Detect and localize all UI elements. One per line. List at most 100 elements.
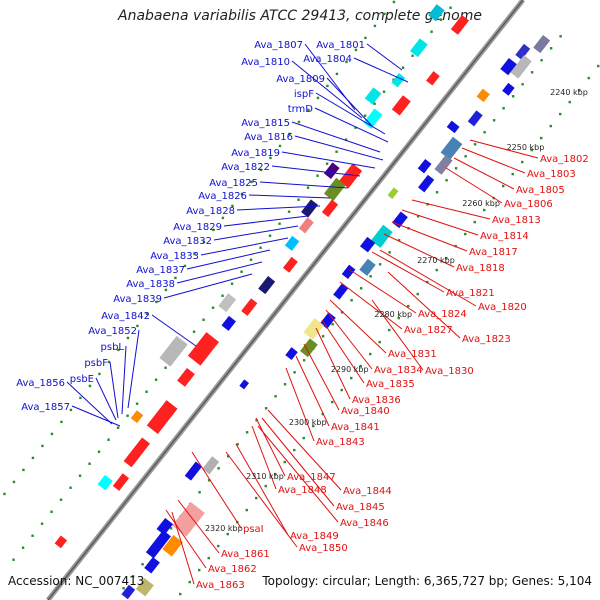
tick-dot <box>164 288 168 292</box>
gene-feature <box>320 312 336 329</box>
leader-line <box>213 225 299 241</box>
tick-dot <box>202 240 206 244</box>
leader-line <box>387 271 461 339</box>
tick-dot <box>325 162 329 165</box>
tick-dot <box>411 54 414 57</box>
gene-label-minus: Ava_1803 <box>527 169 576 180</box>
gene-label-plus: psbE <box>70 374 94 385</box>
leader-line <box>285 367 315 442</box>
gene-label-plus: ispF <box>294 89 314 100</box>
gene-label-minus: Ava_1827 <box>404 325 453 336</box>
leader-line <box>281 151 376 169</box>
tick-dot <box>473 220 476 224</box>
tick-dot <box>559 112 562 116</box>
tick-dot <box>217 467 220 470</box>
tick-dot <box>316 96 320 100</box>
gene-feature <box>467 110 483 127</box>
gene-label-minus: Ava_1863 <box>196 580 245 591</box>
gene-feature <box>446 120 460 134</box>
tick-dot <box>397 239 401 242</box>
gene-feature <box>54 535 68 549</box>
tick-dot <box>169 527 173 530</box>
leader-line <box>315 327 351 400</box>
gene-label-minus: Ava_1861 <box>221 549 270 560</box>
gene-label-minus: Ava_1862 <box>208 564 257 575</box>
leader-line <box>321 319 365 384</box>
map-title: Anabaena variabilis ATCC 29413, complete… <box>118 8 482 24</box>
leader-line <box>235 443 289 536</box>
kbp-tick-label: 2300 kbp <box>289 418 327 427</box>
gene-label-plus: Ava_1856 <box>16 378 65 389</box>
kbp-tick-label: 2240 kbp <box>550 88 588 97</box>
gene-label-minus: Ava_1824 <box>418 309 467 320</box>
tick-dot <box>131 575 135 578</box>
leader-line <box>255 417 286 477</box>
tick-dot <box>174 276 177 280</box>
gene-label-minus: Ava_1846 <box>340 518 389 529</box>
gene-feature <box>221 315 236 331</box>
leader-line <box>186 249 271 270</box>
gene-feature <box>417 158 432 174</box>
gene-feature <box>323 162 340 179</box>
tick-dot <box>359 364 362 368</box>
leader-line <box>411 199 491 220</box>
tick-dot <box>278 144 282 148</box>
tick-dot <box>473 143 477 146</box>
tick-dot <box>549 124 552 128</box>
tick-dot <box>264 484 267 488</box>
tick-dot <box>274 472 277 476</box>
gene-label-minus: Ava_1848 <box>278 485 327 496</box>
tick-dot <box>435 191 439 194</box>
tick-dot <box>530 71 534 74</box>
tick-dot <box>430 30 433 33</box>
tick-dot <box>274 395 277 398</box>
gene-feature <box>370 224 393 248</box>
tick-dot <box>202 318 205 321</box>
tick-dot <box>597 64 600 68</box>
tick-dot <box>316 174 319 177</box>
genome-backbone-core <box>47 0 524 600</box>
topology-info: Topology: circular; Length: 6,365,727 bp… <box>262 574 592 588</box>
tick-dot <box>245 431 249 434</box>
gene-label-plus: Ava_1816 <box>244 132 293 143</box>
tick-dot <box>135 402 139 405</box>
tick-dot <box>392 0 396 4</box>
gene-label-plus: Ava_1804 <box>303 54 352 65</box>
tick-dot <box>363 114 367 117</box>
gene-feature <box>502 82 515 96</box>
tick-dot <box>354 48 358 52</box>
leader-line <box>236 205 321 211</box>
tick-dot <box>344 138 348 141</box>
gene-feature <box>241 298 258 316</box>
kbp-tick-label: 2320 kbp <box>205 524 243 533</box>
tick-dot <box>502 184 505 188</box>
plus-strand-labels: Ava_1807 Ava_1801 Ava_1810 Ava_1804 Ava_1809… <box>16 40 365 413</box>
tick-dot <box>268 234 272 237</box>
tick-dot <box>435 268 438 272</box>
tick-dot <box>60 420 63 424</box>
tick-dot <box>97 450 101 453</box>
gene-label-plus: Ava_1825 <box>209 178 258 189</box>
tick-dot <box>269 156 272 160</box>
gene-feature <box>145 530 171 559</box>
gene-feature <box>333 283 349 300</box>
gene-label-plus: Ava_1819 <box>231 148 280 159</box>
tick-dot <box>521 160 524 164</box>
tick-dot <box>188 580 191 584</box>
tick-dot <box>3 492 6 496</box>
leader-line <box>261 417 335 507</box>
gene-label-minus: Ava_1802 <box>540 154 589 165</box>
tick-dot <box>116 426 120 429</box>
minus-strand-labels: Ava_1802 Ava_1803 Ava_1805 Ava_1806 Ava_1813… <box>196 154 589 591</box>
tick-marks <box>3 0 600 596</box>
gene-label-minus: Ava_1813 <box>492 215 541 226</box>
leader-line <box>223 215 309 227</box>
tick-dot <box>193 252 196 256</box>
kbp-tick-label: 2310 kbp <box>246 472 284 481</box>
tick-dot <box>416 292 419 296</box>
tick-dot <box>117 348 120 352</box>
tick-dot <box>207 556 210 560</box>
tick-dot <box>50 510 53 513</box>
tick-dot <box>288 132 291 136</box>
leader-line <box>461 147 526 174</box>
